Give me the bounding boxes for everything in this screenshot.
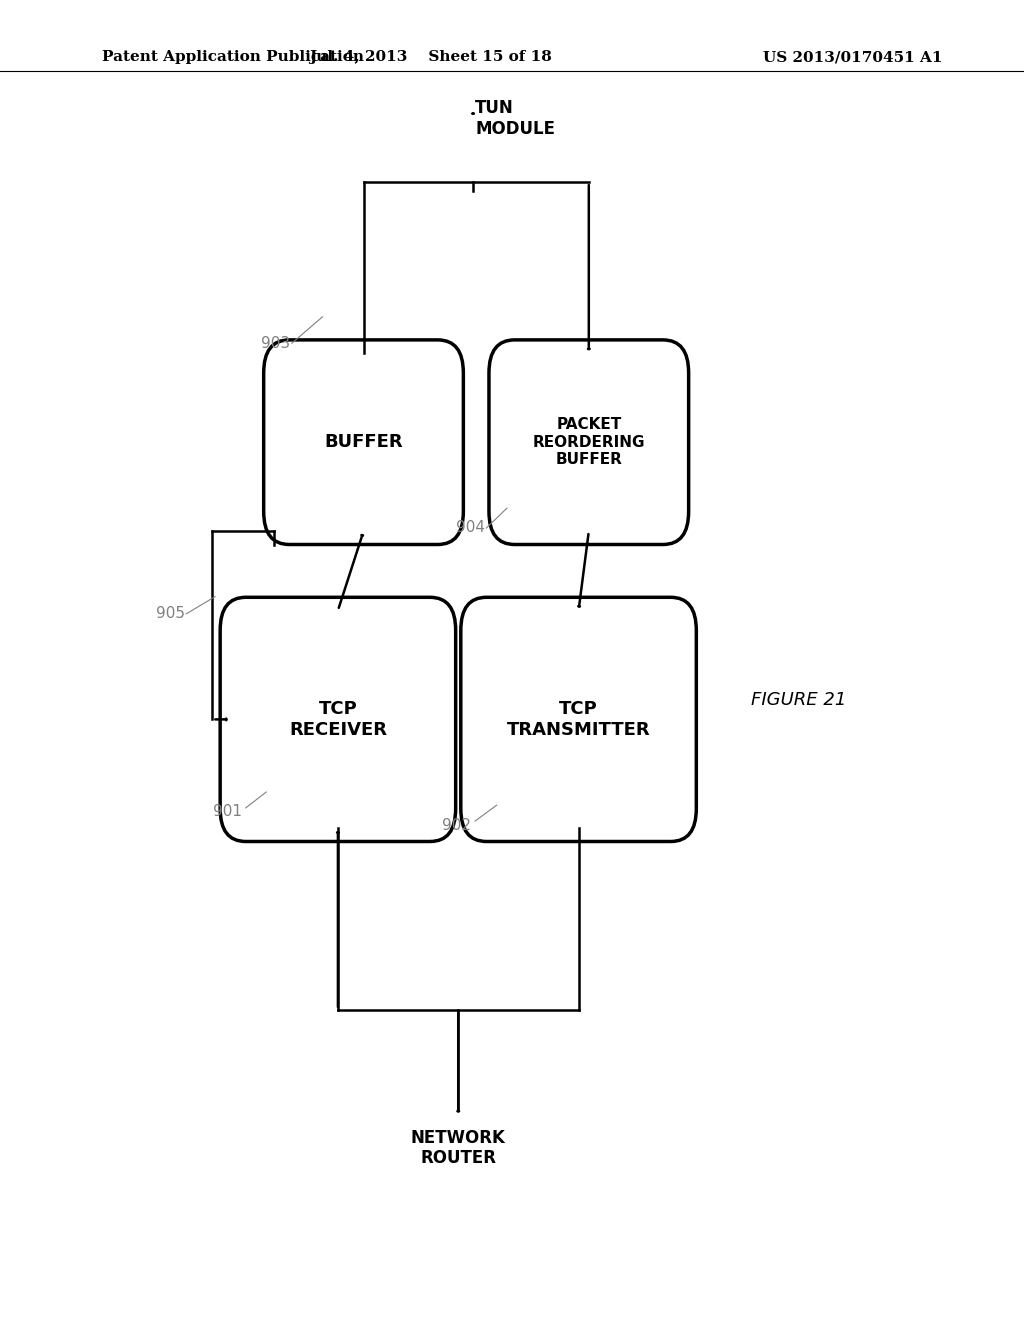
FancyBboxPatch shape <box>461 597 696 842</box>
FancyBboxPatch shape <box>488 339 688 544</box>
Text: PACKET
REORDERING
BUFFER: PACKET REORDERING BUFFER <box>532 417 645 467</box>
Text: Jul. 4, 2013    Sheet 15 of 18: Jul. 4, 2013 Sheet 15 of 18 <box>308 50 552 65</box>
Text: US 2013/0170451 A1: US 2013/0170451 A1 <box>763 50 942 65</box>
Text: TCP
TRANSMITTER: TCP TRANSMITTER <box>507 700 650 739</box>
FancyBboxPatch shape <box>220 597 456 842</box>
Text: 901: 901 <box>213 804 242 820</box>
Text: 902: 902 <box>442 817 471 833</box>
Text: FIGURE 21: FIGURE 21 <box>751 690 847 709</box>
Text: 903: 903 <box>261 335 290 351</box>
Text: TCP
RECEIVER: TCP RECEIVER <box>289 700 387 739</box>
Text: 904: 904 <box>456 520 484 536</box>
Text: TUN
MODULE: TUN MODULE <box>475 99 555 137</box>
Text: 905: 905 <box>156 606 184 622</box>
Text: Patent Application Publication: Patent Application Publication <box>102 50 365 65</box>
Text: NETWORK
ROUTER: NETWORK ROUTER <box>411 1129 506 1167</box>
Text: BUFFER: BUFFER <box>325 433 402 451</box>
FancyBboxPatch shape <box>263 339 463 544</box>
